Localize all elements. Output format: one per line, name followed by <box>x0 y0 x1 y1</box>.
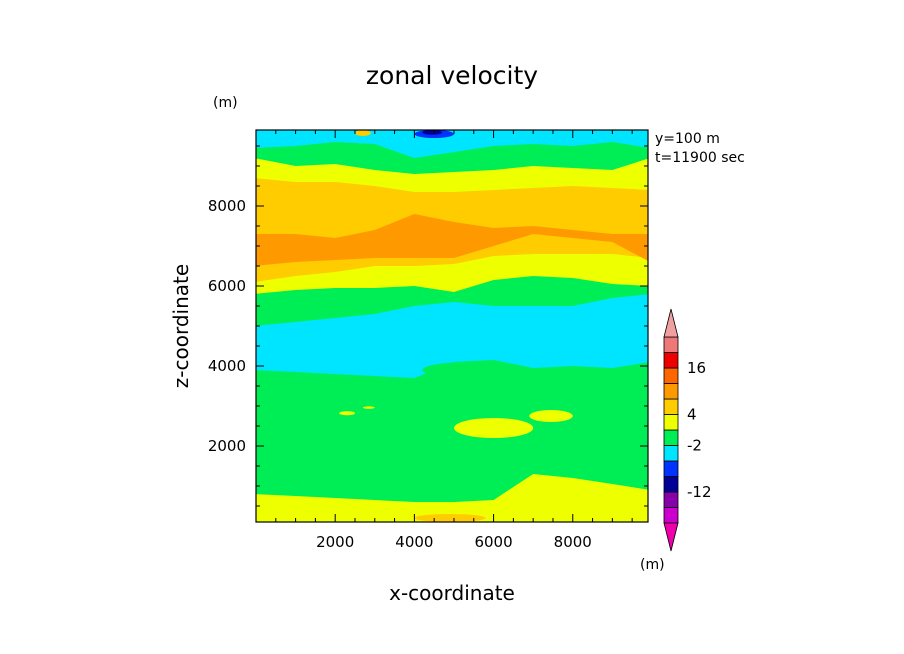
colorbar-label: 16 <box>687 359 706 377</box>
contour-patch-10 <box>414 514 486 522</box>
colorbar-unit-label: (m) <box>640 557 665 573</box>
x-tick-label: 4000 <box>395 533 433 551</box>
y-tick-label: 6000 <box>208 277 246 295</box>
colorbar-label: -2 <box>687 437 702 455</box>
annotation-y-slice: y=100 m <box>655 131 720 147</box>
colorbar-top-arrow <box>663 308 679 338</box>
y-tick-label: 2000 <box>208 437 246 455</box>
colorbar-bin <box>663 507 679 524</box>
colorbar-bottom-arrow <box>663 522 679 552</box>
contour-patch-5 <box>339 298 363 306</box>
contour-patch-6 <box>422 362 514 378</box>
colorbar-bin <box>663 398 679 415</box>
chart-title: zonal velocity <box>366 61 538 90</box>
colorbar-bin <box>663 367 679 384</box>
y-unit-label: (m) <box>213 95 238 111</box>
contour-patch-2 <box>362 406 375 409</box>
colorbar-bin <box>663 476 679 493</box>
colorbar-bin <box>663 383 679 400</box>
colorbar-bin <box>663 352 679 369</box>
contour-patch-8 <box>422 130 443 135</box>
plot-area <box>256 130 648 522</box>
colorbar-bin <box>663 414 679 431</box>
axis-ticks: 2000 4000 6000 8000 2000 4000 6000 8000 <box>208 130 648 551</box>
colorbar-bin <box>663 336 679 353</box>
contour-patch-1 <box>339 411 355 416</box>
contour-patch-3 <box>454 418 534 438</box>
x-tick-label: 6000 <box>474 533 512 551</box>
contour-patch-0 <box>343 406 375 426</box>
x-tick-label: 2000 <box>316 533 354 551</box>
colorbar-bin <box>663 429 679 446</box>
annotation-time: t=11900 sec <box>655 150 745 166</box>
y-tick-label: 8000 <box>208 197 246 215</box>
contour-patch-9 <box>355 130 371 136</box>
contour-band-10 <box>256 130 648 158</box>
colorbar-bin <box>663 491 679 508</box>
contour-patch-11 <box>588 334 609 340</box>
y-axis-label: z-coordinate <box>169 264 193 388</box>
colorbar-bin <box>663 445 679 462</box>
colorbar: 16 4 -2 -12 <box>663 308 712 552</box>
x-axis-label: x-coordinate <box>389 581 515 605</box>
y-tick-label: 4000 <box>208 357 246 375</box>
colorbar-bin <box>663 460 679 477</box>
contour-patch-4 <box>529 410 573 422</box>
x-tick-label: 8000 <box>554 533 592 551</box>
colorbar-label: -12 <box>687 483 712 501</box>
colorbar-label: 4 <box>687 406 697 424</box>
